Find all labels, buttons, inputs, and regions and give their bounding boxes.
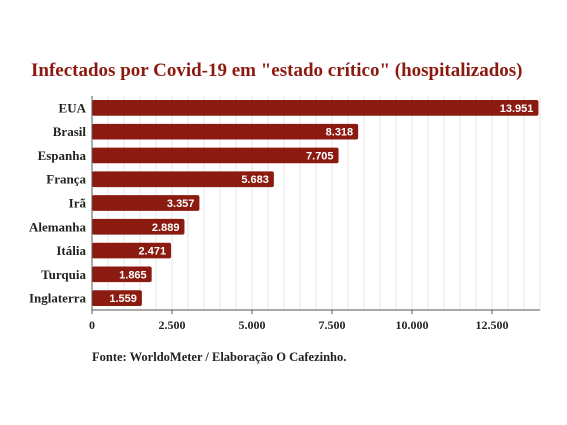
bar-value-label: 2.889 — [152, 222, 180, 234]
x-tick-label: 2.500 — [159, 318, 186, 332]
bar-value-label: 1.865 — [119, 269, 147, 281]
bar-4 — [92, 171, 274, 188]
x-tick-label: 12.500 — [476, 318, 509, 332]
axes: EUA Brasil Espanha França Irã Alemanha Itália T… — [29, 96, 540, 332]
bar-6 — [92, 218, 185, 235]
bar-value-label: 8.318 — [326, 127, 354, 139]
x-tick-label: 5.000 — [239, 318, 266, 332]
category-label: Brasil — [53, 124, 87, 139]
source-note: Fonte: WorldoMeter / Elaboração O Cafezi… — [92, 350, 347, 364]
bar-7 — [92, 242, 172, 259]
bar-value-label: 3.357 — [167, 198, 195, 210]
bar-3 — [92, 147, 339, 164]
bar-value-label: 2.471 — [139, 246, 167, 258]
category-label: Espanha — [38, 148, 87, 163]
chart-title: Infectados por Covid-19 em "estado críti… — [31, 60, 523, 81]
category-label: Irã — [69, 196, 87, 211]
category-label: Inglaterra — [29, 291, 87, 306]
bar-value-label: 1.559 — [109, 293, 137, 305]
x-tick-label: 10.000 — [396, 318, 429, 332]
bar-value-label: 13.951 — [500, 103, 534, 115]
x-tick-label: 7.500 — [319, 318, 346, 332]
category-label: França — [46, 172, 86, 187]
category-label: Alemanha — [29, 219, 87, 234]
bar-2 — [92, 123, 359, 140]
bar-5 — [92, 195, 200, 211]
category-label: Itália — [56, 243, 86, 258]
bar-value-label: 5.683 — [241, 174, 269, 186]
category-label: EUA — [59, 100, 87, 115]
x-tick-label: 0 — [89, 318, 95, 332]
bars: 13.951 8.318 7.705 5.683 3.357 2.889 2.471 1.86… — [92, 100, 539, 306]
category-label: Turquia — [41, 267, 86, 282]
bar-8 — [92, 266, 152, 283]
bar-1 — [92, 100, 539, 116]
bar-value-label: 7.705 — [306, 150, 334, 162]
bar-9 — [92, 290, 142, 306]
